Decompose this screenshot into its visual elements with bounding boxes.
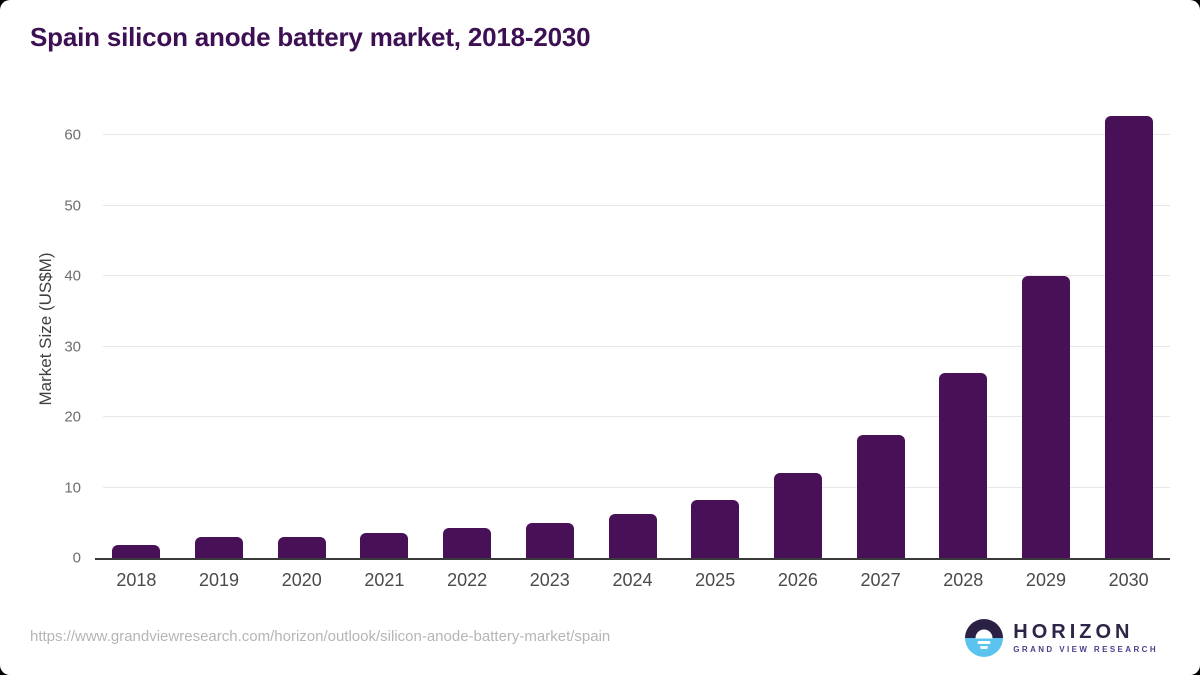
bar-2030 — [1104, 115, 1153, 558]
logo-text-block: HORIZON GRAND VIEW RESEARCH — [1013, 621, 1158, 655]
x-tick-label-2018: 2018 — [116, 570, 157, 590]
sun-shape — [975, 629, 993, 638]
x-tick-label-2019: 2019 — [199, 570, 240, 590]
x-tick-label-2029: 2029 — [1025, 570, 1066, 590]
bar-2025 — [691, 499, 740, 558]
bar-2018 — [112, 545, 161, 558]
bar-2021 — [360, 533, 409, 558]
gridline-y10 — [103, 486, 1170, 488]
x-tick-label-2020: 2020 — [281, 570, 322, 590]
y-tick-label-10: 10 — [64, 479, 81, 497]
x-tick-label-2024: 2024 — [612, 570, 653, 590]
bar-2020 — [277, 536, 326, 558]
source-url: https://www.grandviewresearch.com/horizo… — [30, 628, 611, 645]
y-tick-label-40: 40 — [64, 267, 81, 285]
x-tick-label-2025: 2025 — [695, 570, 736, 590]
x-tick-label-2027: 2027 — [860, 570, 901, 590]
bar-2022 — [443, 527, 492, 558]
x-tick-label-2026: 2026 — [777, 570, 818, 590]
x-tick-label-2030: 2030 — [1108, 570, 1149, 590]
wave-shape — [977, 641, 991, 644]
bar-2019 — [195, 536, 244, 558]
chart-title: Spain silicon anode battery market, 2018… — [30, 22, 591, 52]
plot-area: 0 10 20 30 40 50 60 2018 2019 2020 2021 2022 2023 202… — [64, 100, 1170, 590]
gridline-y20 — [103, 416, 1170, 418]
bar-2029 — [1021, 276, 1070, 558]
bar-2024 — [608, 513, 657, 558]
bar-2026 — [773, 473, 822, 558]
horizon-sunset-icon — [965, 619, 1004, 657]
x-tick-label-2028: 2028 — [943, 570, 984, 590]
gridline-y60 — [103, 134, 1170, 136]
y-axis-title: Market Size (US$M) — [36, 252, 55, 406]
gridline-y50 — [103, 204, 1170, 206]
gridline-y40 — [103, 275, 1170, 277]
gridline-y30 — [103, 345, 1170, 347]
x-tick-label-2021: 2021 — [364, 570, 405, 590]
bar-2023 — [525, 522, 574, 558]
logo-subtext: GRAND VIEW RESEARCH — [1013, 645, 1158, 654]
y-tick-label-0: 0 — [72, 549, 81, 567]
y-tick-label-60: 60 — [64, 126, 81, 144]
wave-shape — [980, 646, 989, 649]
y-tick-label-20: 20 — [64, 408, 81, 426]
bar-2027 — [856, 434, 905, 558]
x-tick-label-2023: 2023 — [529, 570, 570, 590]
x-tick-label-2022: 2022 — [447, 570, 488, 590]
y-tick-label-30: 30 — [64, 338, 81, 356]
horizon-logo: HORIZON GRAND VIEW RESEARCH — [965, 619, 1158, 657]
bar-2028 — [939, 373, 988, 558]
y-tick-label-50: 50 — [64, 197, 81, 215]
logo-name: HORIZON — [1013, 621, 1134, 643]
